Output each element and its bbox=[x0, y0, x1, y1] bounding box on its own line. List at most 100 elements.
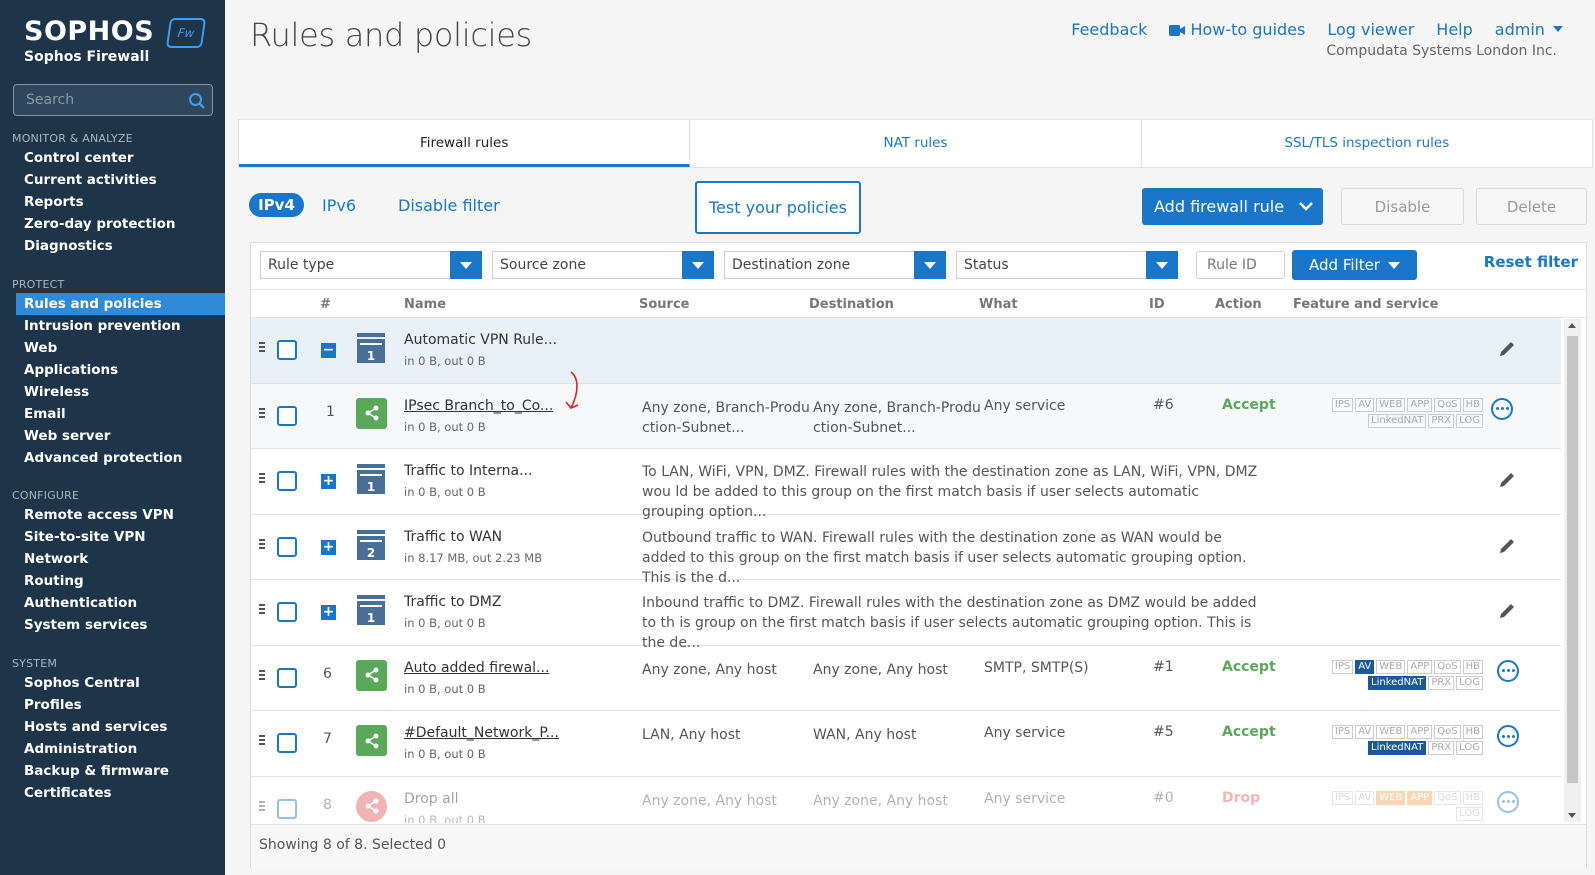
table-row[interactable]: 8 Drop all in 0 B, out 0 B Any zone, Any… bbox=[251, 777, 1561, 823]
disable-filter-link[interactable]: Disable filter bbox=[398, 196, 500, 215]
search-input[interactable] bbox=[14, 85, 184, 115]
expand-icon[interactable]: + bbox=[321, 473, 336, 489]
nav-item-web-server[interactable]: Web server bbox=[24, 428, 111, 444]
col-source[interactable]: Source bbox=[639, 297, 690, 312]
nav-item-profiles[interactable]: Profiles bbox=[24, 697, 82, 713]
rule-id-input[interactable] bbox=[1196, 251, 1285, 279]
destination-zone-filter[interactable]: Destination zone bbox=[724, 251, 946, 279]
table-row[interactable]: + 1 Traffic to Interna... in 0 B, out 0 … bbox=[251, 449, 1561, 520]
add-filter-button[interactable]: Add Filter bbox=[1292, 250, 1417, 280]
disable-button[interactable]: Disable bbox=[1341, 188, 1464, 225]
more-options-icon[interactable] bbox=[1491, 397, 1513, 420]
rule-name[interactable]: Traffic to DMZ bbox=[404, 594, 502, 610]
sophos-logo[interactable]: SOPHOS Sophos Firewall bbox=[24, 16, 154, 65]
more-options-icon[interactable] bbox=[1497, 725, 1519, 747]
ipv6-link[interactable]: IPv6 bbox=[322, 196, 357, 215]
vertical-scrollbar[interactable] bbox=[1564, 319, 1581, 822]
nav-item-current-activities[interactable]: Current activities bbox=[24, 172, 157, 188]
test-policies-button[interactable]: Test your policies bbox=[695, 181, 861, 234]
tab-ssl-tls-inspection-rules[interactable]: SSL/TLS inspection rules bbox=[1284, 135, 1450, 151]
drag-handle-icon[interactable] bbox=[259, 538, 265, 551]
search-icon[interactable] bbox=[188, 92, 206, 110]
drag-handle-icon[interactable] bbox=[259, 669, 265, 682]
nav-item-control-center[interactable]: Control center bbox=[24, 150, 134, 166]
ipv4-toggle[interactable]: IPv4 bbox=[249, 193, 304, 217]
row-checkbox[interactable] bbox=[277, 733, 297, 753]
nav-item-system-services[interactable]: System services bbox=[24, 617, 148, 633]
nav-item-sophos-central[interactable]: Sophos Central bbox=[24, 675, 140, 691]
nav-item-backup-firmware[interactable]: Backup & firmware bbox=[24, 763, 169, 779]
table-row[interactable]: 1 IPsec Branch_to_Co... in 0 B, out 0 B … bbox=[251, 383, 1561, 449]
feedback-link[interactable]: Feedback bbox=[1071, 20, 1148, 39]
drag-handle-icon[interactable] bbox=[259, 473, 265, 485]
delete-button[interactable]: Delete bbox=[1476, 188, 1587, 225]
reset-filter-link[interactable]: Reset filter bbox=[1483, 253, 1578, 271]
add-firewall-rule-button[interactable]: Add firewall rule bbox=[1142, 188, 1323, 225]
scroll-up-icon[interactable] bbox=[1568, 323, 1576, 328]
more-options-icon[interactable] bbox=[1497, 659, 1519, 682]
row-checkbox[interactable] bbox=[277, 471, 297, 491]
table-row[interactable]: + 1 Traffic to DMZ in 0 B, out 0 B Inbou… bbox=[251, 580, 1561, 651]
help-link[interactable]: Help bbox=[1436, 20, 1473, 39]
row-checkbox[interactable] bbox=[277, 667, 297, 688]
source-zone-filter[interactable]: Source zone bbox=[492, 251, 714, 279]
log-viewer-link[interactable]: Log viewer bbox=[1327, 20, 1415, 39]
rule-type-filter[interactable]: Rule type bbox=[260, 251, 482, 279]
rule-name[interactable]: IPsec Branch_to_Co... bbox=[404, 397, 554, 414]
col-name[interactable]: Name bbox=[404, 297, 447, 312]
row-checkbox[interactable] bbox=[277, 536, 297, 557]
nav-item-remote-access-vpn[interactable]: Remote access VPN bbox=[24, 507, 174, 523]
expand-icon[interactable]: + bbox=[321, 538, 336, 555]
drag-handle-icon[interactable] bbox=[259, 735, 265, 747]
table-row[interactable]: 6 Auto added firewal... in 0 B, out 0 B … bbox=[251, 646, 1561, 711]
col-action[interactable]: Action bbox=[1215, 297, 1262, 312]
row-checkbox[interactable] bbox=[277, 405, 297, 426]
rule-name[interactable]: Automatic VPN Rule... bbox=[404, 332, 558, 348]
drag-handle-icon[interactable] bbox=[259, 604, 265, 616]
nav-item-routing[interactable]: Routing bbox=[24, 573, 84, 589]
more-options-icon[interactable] bbox=[1497, 790, 1519, 813]
rule-name[interactable]: #Default_Network_P... bbox=[404, 725, 559, 741]
drag-handle-icon[interactable] bbox=[259, 342, 265, 354]
nav-item-intrusion-prevention[interactable]: Intrusion prevention bbox=[24, 318, 181, 334]
col-id[interactable]: ID bbox=[1149, 297, 1165, 312]
rule-name[interactable]: Drop all bbox=[404, 790, 459, 807]
nav-item-rules-and-policies[interactable]: Rules and policies bbox=[16, 293, 225, 315]
nav-item-site-to-site-vpn[interactable]: Site-to-site VPN bbox=[24, 529, 146, 545]
status-filter[interactable]: Status bbox=[956, 251, 1178, 279]
nav-item-web[interactable]: Web bbox=[24, 340, 58, 356]
table-row[interactable]: 7 #Default_Network_P... in 0 B, out 0 B … bbox=[251, 711, 1561, 777]
collapse-icon[interactable]: − bbox=[321, 342, 336, 358]
table-row[interactable]: − 1 Automatic VPN Rule... in 0 B, out 0 … bbox=[251, 318, 1561, 384]
nav-item-wireless[interactable]: Wireless bbox=[24, 384, 90, 400]
nav-item-certificates[interactable]: Certificates bbox=[24, 785, 112, 801]
edit-pencil-icon[interactable] bbox=[1498, 537, 1516, 555]
table-row[interactable]: + 2 Traffic to WAN in 8.17 MB, out 2.23 … bbox=[251, 515, 1561, 586]
nav-item-email[interactable]: Email bbox=[24, 406, 66, 422]
nav-item-advanced-protection[interactable]: Advanced protection bbox=[24, 450, 183, 466]
col-what[interactable]: What bbox=[979, 297, 1018, 312]
row-checkbox[interactable] bbox=[277, 340, 297, 360]
edit-pencil-icon[interactable] bbox=[1498, 340, 1516, 358]
nav-item-diagnostics[interactable]: Diagnostics bbox=[24, 238, 113, 254]
rule-name[interactable]: Traffic to Interna... bbox=[404, 463, 533, 479]
nav-item-authentication[interactable]: Authentication bbox=[24, 595, 138, 611]
edit-pencil-icon[interactable] bbox=[1498, 471, 1516, 489]
edit-pencil-icon[interactable] bbox=[1498, 602, 1516, 620]
chevron-down-icon[interactable] bbox=[1289, 202, 1323, 211]
row-checkbox[interactable] bbox=[277, 798, 297, 819]
tab-nat-rules[interactable]: NAT rules bbox=[690, 120, 1142, 167]
nav-item-network[interactable]: Network bbox=[24, 551, 89, 567]
howto-link[interactable]: How-to guides bbox=[1169, 20, 1305, 39]
drag-handle-icon[interactable] bbox=[259, 407, 265, 420]
nav-item-applications[interactable]: Applications bbox=[24, 362, 119, 378]
drag-handle-icon[interactable] bbox=[259, 800, 265, 813]
rule-name[interactable]: Traffic to WAN bbox=[404, 528, 503, 545]
col-destination[interactable]: Destination bbox=[809, 297, 894, 312]
nav-item-administration[interactable]: Administration bbox=[24, 741, 138, 757]
col-num[interactable]: # bbox=[320, 297, 331, 312]
row-checkbox[interactable] bbox=[277, 602, 297, 622]
nav-item-reports[interactable]: Reports bbox=[24, 194, 84, 210]
nav-item-zero-day-protection[interactable]: Zero-day protection bbox=[24, 216, 176, 232]
scroll-down-icon[interactable] bbox=[1568, 813, 1576, 818]
